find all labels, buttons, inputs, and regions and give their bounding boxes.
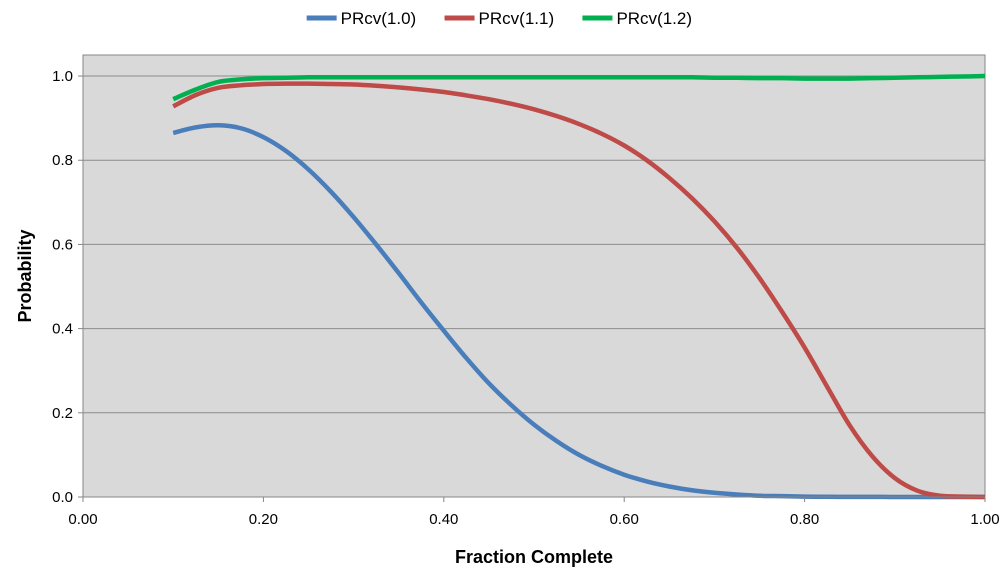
plot-area <box>82 54 986 498</box>
gridlines <box>83 75 985 414</box>
legend-label: PRcv(1.1) <box>479 9 555 28</box>
y-tick-label: 0.2 <box>52 405 73 422</box>
legend-label: PRcv(1.2) <box>616 9 692 28</box>
x-tick-label: 0.40 <box>429 511 458 528</box>
y-tick-label: 0.6 <box>52 236 73 253</box>
legend: PRcv(1.0) PRcv(1.1) PRcv(1.2) <box>306 9 692 28</box>
y-tick-label: 1.0 <box>52 68 73 85</box>
y-tick-label: 0.4 <box>52 321 73 338</box>
y-tick-label: 0.8 <box>52 152 73 169</box>
x-tick-label: 0.20 <box>249 511 278 528</box>
x-tick-label: 0.80 <box>790 511 819 528</box>
legend-label: PRcv(1.0) <box>341 9 417 28</box>
x-axis-ticks: 0.00 0.20 0.40 0.60 0.80 1.00 <box>68 497 1000 528</box>
y-tick-label: 0.0 <box>52 489 73 506</box>
x-tick-label: 1.00 <box>970 511 999 528</box>
series-line-2 <box>172 81 986 500</box>
x-tick-label: 0.60 <box>610 511 639 528</box>
y-axis-title: Probability <box>15 229 35 322</box>
y-axis-ticks: 0.0 0.2 0.4 0.6 0.8 1.0 <box>52 68 83 506</box>
series-line-3 <box>172 73 986 102</box>
x-axis-title: Fraction Complete <box>455 547 613 567</box>
x-tick-label: 0.00 <box>68 511 97 528</box>
